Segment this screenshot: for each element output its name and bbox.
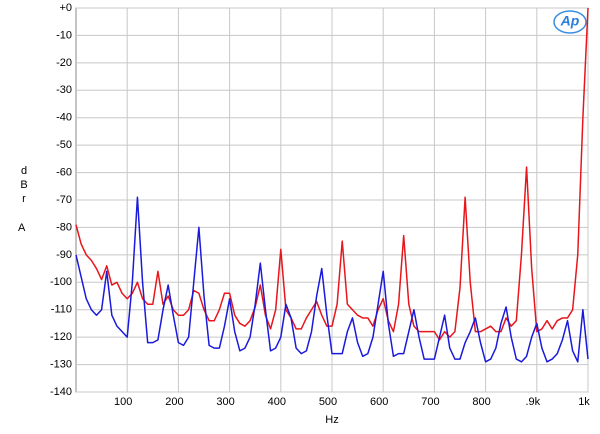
y-tick-label: -70	[56, 194, 72, 206]
logo: Ap	[553, 10, 587, 34]
x-tick-label: 100	[114, 396, 132, 408]
x-tick-label: 800	[472, 396, 490, 408]
y-tick-label: -120	[50, 331, 72, 343]
series-line	[75, 7, 589, 341]
y-tick-label: -90	[56, 249, 72, 261]
x-axis-label: Hz	[325, 414, 338, 426]
x-tick-label: 600	[370, 396, 388, 408]
y-tick-label: -20	[56, 57, 72, 69]
x-tick-label: 500	[319, 396, 337, 408]
x-tick-label: .9k	[525, 396, 540, 408]
y-tick-label: -10	[56, 29, 72, 41]
x-tick-label: 200	[165, 396, 183, 408]
series-line	[75, 196, 589, 363]
y-axis-label: dBr	[18, 165, 30, 207]
logo-ring	[553, 10, 587, 34]
x-tick-label: 400	[268, 396, 286, 408]
y-tick-label: -140	[50, 386, 72, 398]
x-tick-label: 300	[216, 396, 234, 408]
y-tick-label: -40	[56, 112, 72, 124]
y-tick-label: +0	[59, 2, 72, 14]
y-tick-label: -30	[56, 84, 72, 96]
y-axis-unit: A	[18, 222, 26, 234]
y-tick-label: -110	[51, 304, 72, 316]
y-tick-label: -100	[50, 276, 72, 288]
x-tick-label: 1k	[578, 396, 590, 408]
logo-text: Ap	[560, 13, 580, 29]
y-tick-label: -130	[50, 358, 72, 370]
y-tick-label: -60	[56, 166, 72, 178]
y-tick-label: -80	[56, 221, 72, 233]
x-tick-label: 700	[421, 396, 439, 408]
y-tick-label: -50	[56, 139, 72, 151]
